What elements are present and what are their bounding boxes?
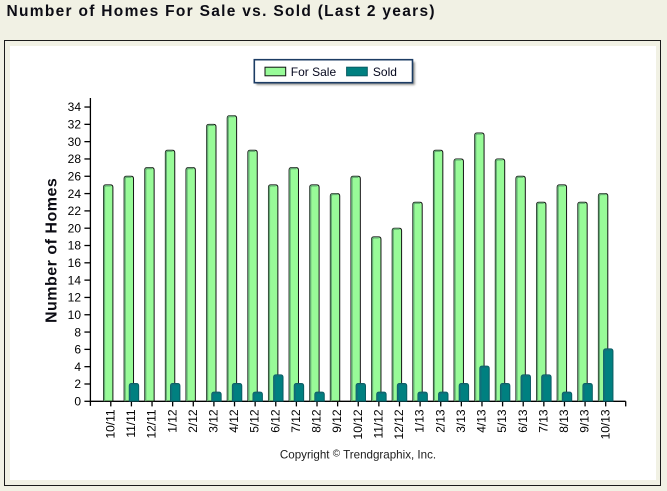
svg-text:10: 10	[68, 308, 82, 322]
svg-text:1/13: 1/13	[413, 409, 427, 433]
svg-text:For Sale: For Sale	[291, 65, 337, 79]
svg-text:10/11: 10/11	[103, 409, 117, 438]
svg-text:2/12: 2/12	[186, 409, 200, 433]
svg-text:Number of Homes: Number of Homes	[44, 178, 61, 323]
svg-text:9/12: 9/12	[330, 409, 344, 433]
svg-text:3/13: 3/13	[454, 409, 468, 433]
svg-text:6/12: 6/12	[268, 409, 282, 433]
svg-text:20: 20	[68, 221, 82, 235]
svg-text:3/12: 3/12	[207, 409, 221, 433]
svg-text:Number of Homes For Sale vs. S: Number of Homes For Sale vs. Sold (Last …	[7, 3, 436, 20]
svg-text:12/11: 12/11	[145, 409, 159, 438]
svg-text:7/12: 7/12	[289, 409, 303, 433]
svg-text:10/12: 10/12	[351, 409, 365, 439]
svg-text:8/13: 8/13	[557, 409, 571, 433]
svg-text:28: 28	[68, 152, 82, 166]
svg-text:6: 6	[74, 343, 81, 357]
svg-text:4/12: 4/12	[227, 409, 241, 433]
svg-text:4/13: 4/13	[475, 409, 489, 433]
svg-text:12: 12	[68, 291, 82, 305]
svg-text:6/13: 6/13	[516, 409, 530, 433]
svg-text:32: 32	[68, 118, 82, 132]
svg-text:5/13: 5/13	[495, 409, 509, 433]
svg-text:Sold: Sold	[373, 65, 397, 79]
svg-text:9/13: 9/13	[578, 409, 592, 433]
svg-text:1/12: 1/12	[165, 409, 179, 433]
svg-text:11/11: 11/11	[124, 409, 138, 438]
svg-text:12/12: 12/12	[392, 409, 406, 439]
svg-text:24: 24	[68, 187, 82, 201]
svg-text:30: 30	[68, 135, 82, 149]
svg-text:11/12: 11/12	[371, 409, 385, 438]
svg-text:5/12: 5/12	[248, 409, 262, 433]
svg-text:Copyright © Trendgraphix, Inc.: Copyright © Trendgraphix, Inc.	[280, 448, 436, 461]
svg-text:14: 14	[68, 273, 82, 287]
svg-text:2/13: 2/13	[433, 409, 447, 433]
svg-text:16: 16	[68, 256, 82, 270]
svg-text:22: 22	[68, 204, 82, 218]
svg-text:4: 4	[74, 360, 81, 374]
svg-text:8: 8	[74, 325, 81, 339]
svg-text:7/13: 7/13	[536, 409, 550, 433]
svg-text:26: 26	[68, 169, 82, 183]
svg-text:8/12: 8/12	[310, 409, 324, 433]
svg-text:18: 18	[68, 239, 82, 253]
svg-text:34: 34	[68, 100, 82, 114]
svg-text:10/13: 10/13	[598, 409, 612, 439]
svg-text:2: 2	[74, 377, 81, 391]
svg-text:0: 0	[74, 395, 81, 409]
